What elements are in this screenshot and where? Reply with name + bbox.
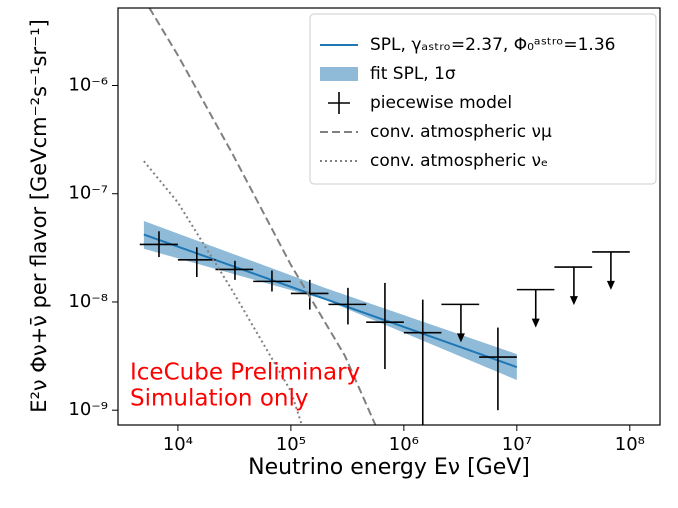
x-tick-label: 10⁴ (163, 434, 193, 455)
y-tick-label: 10⁻⁹ (68, 399, 108, 420)
legend-swatch (320, 67, 358, 81)
legend-label: conv. atmospheric νₑ (370, 151, 548, 171)
spl-line (143, 233, 518, 369)
plot-area (139, 8, 630, 425)
legend: SPL, γₐₛₜᵣₒ=2.37, Φ₀ᵃˢᵗʳᵒ=1.36 fit SPL, 1… (320, 35, 615, 171)
axes-frame (117, 7, 661, 426)
upper-limit-head (606, 280, 615, 290)
atmospheric-line (143, 160, 303, 425)
annotation: Simulation only (130, 386, 308, 412)
y-tick-label: 10⁻⁷ (68, 183, 108, 204)
upper-limit-head (456, 333, 465, 343)
legend-label: conv. atmospheric νμ (370, 122, 552, 142)
legend-label: fit SPL, 1σ (370, 64, 456, 84)
upper-limit-head (569, 296, 578, 306)
x-axis-label: Neutrino energy Eν [GeV] (248, 455, 530, 480)
y-tick-label: 10⁻⁸ (68, 291, 108, 312)
x-tick-label: 10⁷ (502, 434, 532, 455)
y-tick-label: 10⁻⁶ (68, 74, 108, 95)
legend-label: SPL, γₐₛₜᵣₒ=2.37, Φ₀ᵃˢᵗʳᵒ=1.36 (370, 35, 615, 55)
x-tick-label: 10⁵ (276, 434, 306, 455)
y-axis-label: E²ν Φν+ν̄ per flavor [GeVcm⁻²s⁻¹sr⁻¹] (27, 19, 51, 413)
upper-limit-head (531, 318, 540, 328)
annotation: IceCube Preliminary (130, 360, 360, 386)
x-tick-label: 10⁸ (615, 434, 645, 455)
legend-box (309, 13, 657, 185)
x-tick-label: 10⁶ (389, 434, 419, 455)
legend-label: piecewise model (370, 93, 512, 113)
atmospheric-line (148, 8, 377, 425)
